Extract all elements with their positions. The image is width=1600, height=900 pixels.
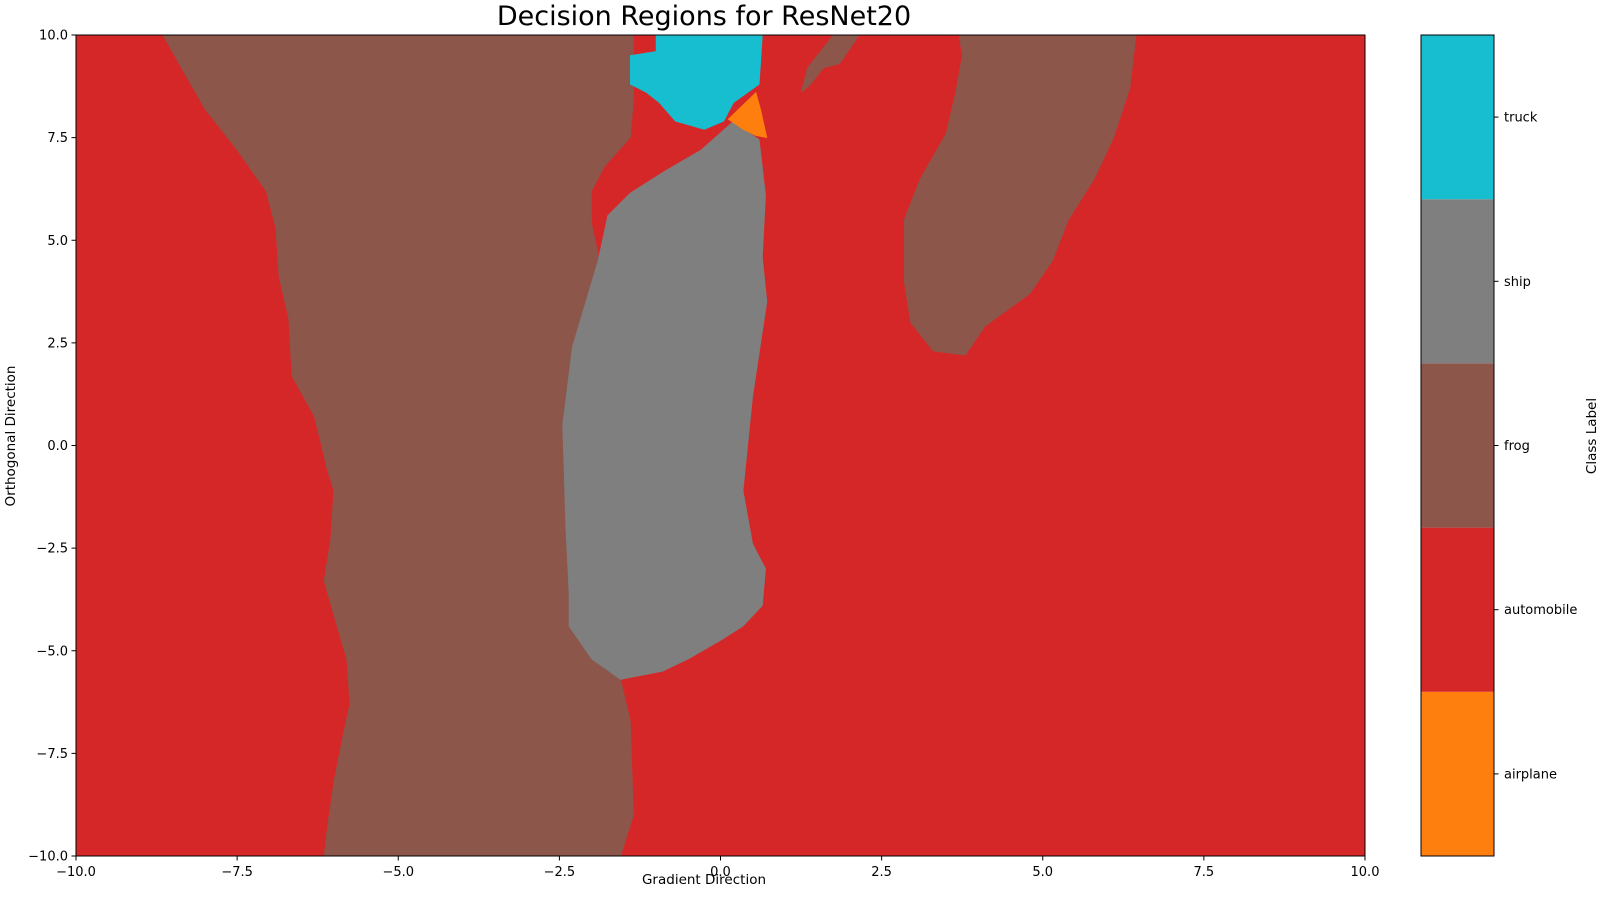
y-tick-label: 5.0 — [47, 234, 68, 249]
region-ship-1 — [562, 120, 768, 680]
x-tick-label: 0.0 — [710, 865, 731, 880]
y-tick-label: 0.0 — [47, 439, 68, 454]
colorbar-label-truck: truck — [1504, 111, 1538, 126]
colorbar-swatch-frog — [1421, 363, 1494, 528]
colorbar-label-ship: ship — [1504, 275, 1531, 290]
y-tick-label: 10.0 — [39, 29, 68, 44]
x-tick-label: −7.5 — [221, 865, 253, 880]
plot-area — [75, 34, 1366, 857]
y-axis-ticks: −10.0 −7.5 −5.0 −2.5 0.0 2.5 5.0 7.5 10.0 — [28, 29, 76, 865]
x-tick-label: 10.0 — [1351, 865, 1380, 880]
x-tick-label: −2.5 — [544, 865, 576, 880]
region-truck-2 — [629, 35, 763, 130]
colorbar-label-automobile: automobile — [1504, 603, 1577, 618]
x-tick-label: 5.0 — [1032, 865, 1053, 880]
colorbar-label-frog: frog — [1504, 439, 1530, 454]
y-tick-label: −7.5 — [36, 747, 68, 762]
y-tick-label: 2.5 — [47, 336, 68, 351]
x-axis-label: Gradient Direction — [642, 872, 766, 888]
region-frog-5 — [903, 35, 1137, 356]
x-tick-label: 2.5 — [871, 865, 892, 880]
region-airplane-3 — [727, 92, 768, 138]
y-tick-label: −5.0 — [36, 644, 68, 659]
y-tick-label: −2.5 — [36, 542, 68, 557]
colorbar-swatch-ship — [1421, 199, 1494, 364]
colorbar-label-airplane: airplane — [1504, 767, 1557, 782]
colorbar-swatch-automobile — [1421, 527, 1494, 692]
x-tick-label: −10.0 — [56, 865, 96, 880]
y-tick-label: −10.0 — [28, 850, 68, 865]
region-frog-0 — [162, 35, 634, 856]
chart-title: Decision Regions for ResNet20 — [497, 1, 911, 32]
y-axis-label: Orthogonal Direction — [3, 366, 19, 507]
y-tick-label: 7.5 — [47, 131, 68, 146]
x-axis-ticks: −10.0 −7.5 −5.0 −2.5 0.0 2.5 5.0 7.5 10.0 — [56, 856, 1379, 880]
colorbar-frame — [1420, 34, 1495, 857]
colorbar-swatch-airplane — [1421, 691, 1494, 856]
colorbar-swatch-truck — [1421, 35, 1494, 200]
region-frog-4 — [800, 35, 860, 93]
x-tick-label: −5.0 — [382, 865, 414, 880]
x-tick-label: 7.5 — [1194, 865, 1215, 880]
colorbar: airplane automobile frog ship truck — [1420, 34, 1577, 857]
colorbar-label: Class Label — [1584, 398, 1600, 474]
